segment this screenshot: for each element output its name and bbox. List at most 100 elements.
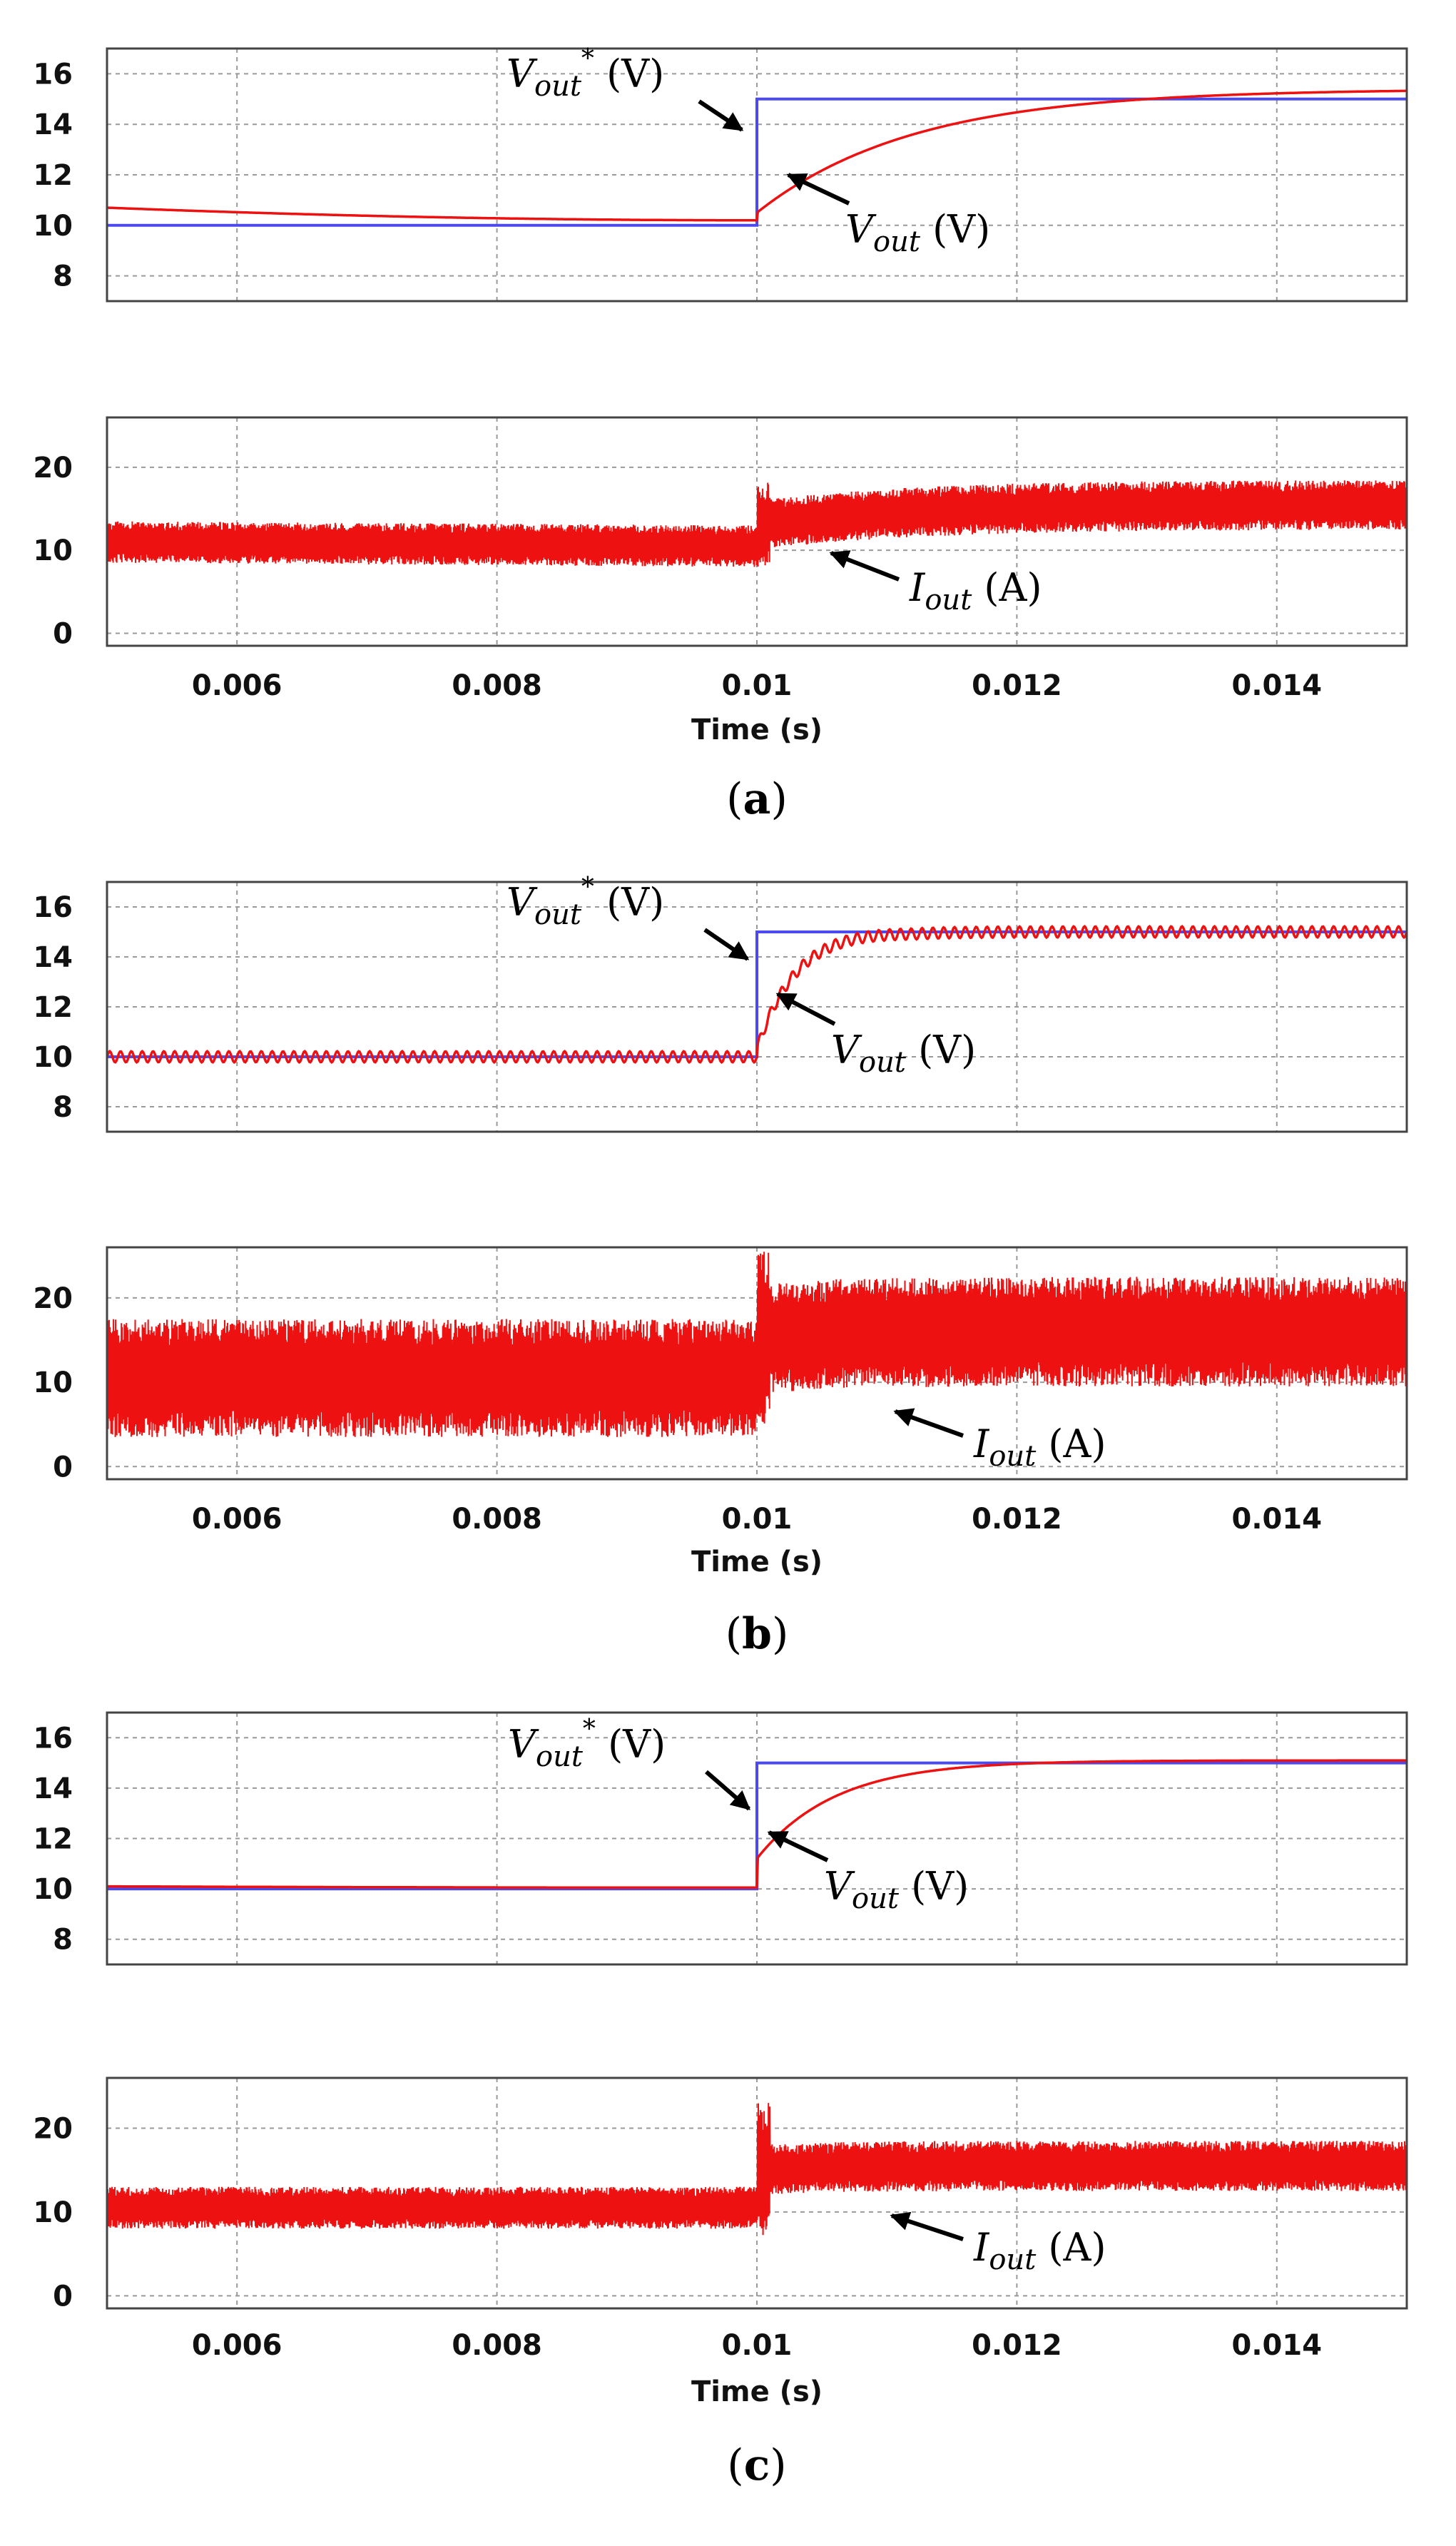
x-tick-label: 0.006 xyxy=(192,2329,282,2362)
annotation-variable: V xyxy=(508,1722,539,1767)
x-tick-label: 0.012 xyxy=(972,1503,1062,1536)
panel-caption: (a) xyxy=(726,774,788,824)
y-tick-label: 20 xyxy=(33,452,73,485)
y-tick-label: 14 xyxy=(33,941,73,974)
annotation-unit: (V) xyxy=(594,51,664,96)
annotation-arrow xyxy=(775,992,836,1026)
x-tick-label: 0.008 xyxy=(452,1503,542,1536)
plot-frame xyxy=(106,47,1408,303)
y-tick-label: 20 xyxy=(33,2112,73,2145)
y-tick-label: 0 xyxy=(53,2280,73,2313)
plot-frame xyxy=(106,416,1408,647)
y-tick-label: 10 xyxy=(33,210,73,243)
subplot-c-current: 0 10 20 xyxy=(33,2076,1408,2313)
x-axis-label: Time (s) xyxy=(691,714,823,746)
annotation-iout: Iout (A) xyxy=(973,1421,1106,1473)
x-tick-label: 0.01 xyxy=(722,1503,793,1536)
series-reference-vout-star xyxy=(107,930,1407,1058)
annotation-variable: V xyxy=(506,880,538,925)
subplot-b-voltage: 8 10 12 14 16 xyxy=(33,881,1408,1133)
y-tick-label: 8 xyxy=(53,1924,73,1957)
annotation-subscript: out xyxy=(989,1440,1037,1473)
annotation-unit: (V) xyxy=(899,1864,969,1909)
annotation-superscript: * xyxy=(581,44,594,73)
plot-area xyxy=(107,2103,1407,2236)
plot-frame xyxy=(106,1711,1408,1966)
x-tick-label: 0.01 xyxy=(722,669,793,702)
plot-area xyxy=(107,1759,1407,1891)
annotation-vout-reference: Vout* (V) xyxy=(506,44,664,103)
annotation-arrow xyxy=(767,1830,829,1862)
y-tick-label: 10 xyxy=(33,1041,73,1074)
plot-frame xyxy=(106,881,1408,1133)
annotation-variable: V xyxy=(824,1864,855,1909)
annotation-variable: V xyxy=(831,1028,862,1072)
annotation-vout-reference: Vout* (V) xyxy=(506,873,664,931)
y-tick-label: 10 xyxy=(33,1873,73,1906)
annotation-variable: I xyxy=(973,1421,990,1466)
subplot-a-current: 0 10 20 xyxy=(33,416,1408,651)
plot-area xyxy=(107,924,1407,1064)
annotation-arrow xyxy=(890,2211,964,2241)
annotation-arrow xyxy=(786,173,850,206)
subplot-a-voltage: 8 10 12 14 16 xyxy=(33,47,1408,303)
annotation-superscript: * xyxy=(583,1715,596,1744)
plot-frame xyxy=(106,2076,1408,2310)
x-tick-label: 0.01 xyxy=(722,2329,793,2362)
annotation-unit: (V) xyxy=(594,880,664,925)
series-measured-vout xyxy=(107,924,1407,1064)
plot-area xyxy=(107,89,1407,227)
x-tick-label: 0.012 xyxy=(972,669,1062,702)
caption-open: ( xyxy=(726,774,743,824)
y-tick-label: 0 xyxy=(53,618,73,651)
annotation-iout: Iout (A) xyxy=(973,2225,1106,2276)
annotation-vout-measured: Vout (V) xyxy=(824,1864,969,1915)
y-tick-label: 8 xyxy=(53,260,73,293)
caption-close: ) xyxy=(770,774,787,824)
plot-frame xyxy=(106,1246,1408,1481)
series-measured-vout xyxy=(107,89,1407,222)
annotation-variable: V xyxy=(845,207,877,252)
annotation-unit: (V) xyxy=(596,1722,666,1767)
y-tick-label: 16 xyxy=(33,891,73,924)
annotation-arrow xyxy=(698,99,744,132)
y-tick-label: 10 xyxy=(33,534,73,567)
y-tick-label: 8 xyxy=(53,1091,73,1124)
x-axis-label: Time (s) xyxy=(691,2375,823,2408)
annotation-vout-measured: Vout (V) xyxy=(845,207,990,258)
annotation-subscript: out xyxy=(925,584,972,617)
y-tick-label: 10 xyxy=(33,2196,73,2229)
annotation-subscript: out xyxy=(536,1740,584,1773)
annotation-subscript: out xyxy=(989,2243,1037,2276)
annotation-arrow xyxy=(703,928,750,961)
caption-letter: a xyxy=(743,774,771,824)
series-current-iout xyxy=(107,2103,1407,2236)
series-reference-vout-star xyxy=(107,97,1407,227)
annotation-unit: (A) xyxy=(1036,1421,1106,1466)
y-tick-label: 12 xyxy=(33,991,73,1024)
y-tick-label: 16 xyxy=(33,58,73,91)
annotation-unit: (A) xyxy=(1036,2225,1106,2270)
annotation-vout-reference: Vout* (V) xyxy=(508,1715,666,1773)
panel-caption: (b) xyxy=(726,1609,789,1659)
x-tick-label: 0.014 xyxy=(1232,1503,1323,1536)
series-current-iout xyxy=(107,480,1407,567)
subplot-c-voltage: 8 10 12 14 16 xyxy=(33,1711,1408,1966)
plot-area xyxy=(107,1252,1407,1437)
annotation-subscript: out xyxy=(534,70,582,103)
y-tick-label: 20 xyxy=(33,1282,73,1315)
annotation-subscript: out xyxy=(852,1882,900,1915)
annotation-vout-measured: Vout (V) xyxy=(831,1028,976,1079)
annotation-variable: V xyxy=(506,51,538,96)
annotation-arrow xyxy=(829,550,900,582)
series-measured-vout xyxy=(107,1759,1407,1890)
x-tick-label: 0.012 xyxy=(972,2329,1062,2362)
x-tick-label: 0.006 xyxy=(192,1503,282,1536)
panel-caption: (c) xyxy=(727,2440,786,2490)
caption-close: ) xyxy=(770,2440,786,2490)
y-tick-label: 12 xyxy=(33,159,73,192)
y-tick-label: 10 xyxy=(33,1366,73,1399)
annotation-unit: (A) xyxy=(972,565,1042,610)
x-tick-label: 0.006 xyxy=(192,669,282,702)
